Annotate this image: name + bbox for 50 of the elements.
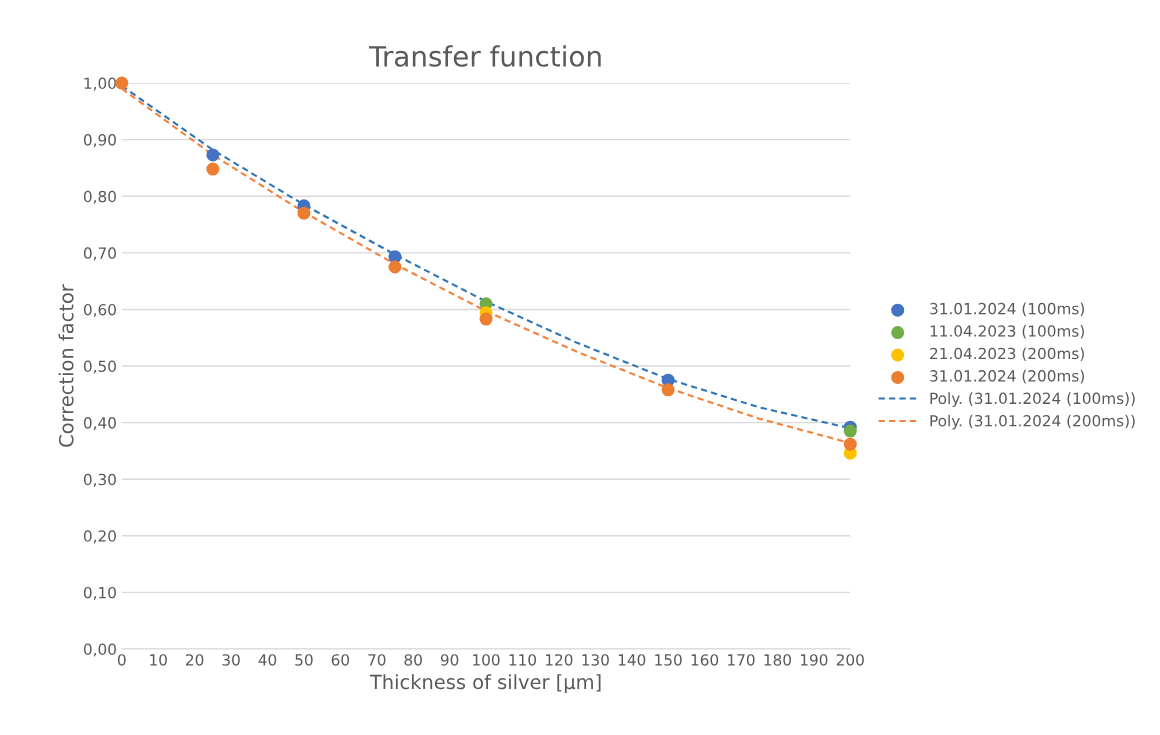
x-tick-label: 80 — [404, 654, 422, 666]
point — [115, 76, 129, 90]
legend-label: Poly. (31.01.2024 (100ms)) — [930, 392, 1135, 408]
point — [661, 383, 675, 397]
legend-label: 31.01.2024 (100ms) — [930, 302, 1084, 317]
x-tick-label: 190 — [800, 654, 828, 666]
point — [843, 437, 857, 451]
x-tick-label: 100 — [473, 654, 500, 666]
x-tick-label: 200 — [836, 654, 864, 666]
x-tick-label: 170 — [728, 654, 755, 666]
x-tick-label: 120 — [545, 654, 573, 666]
legend-label: 11.04.2023 (100ms) — [930, 325, 1084, 339]
point — [843, 424, 857, 438]
x-tick-label: 140 — [618, 654, 646, 666]
x-tick-label: 90 — [440, 654, 459, 666]
x-tick-label: 110 — [509, 654, 537, 666]
legend-label: Poly. (31.01.2024 (200ms)) — [930, 414, 1135, 430]
x-tick-label: 150 — [655, 654, 682, 666]
y-tick-label: 0,80 — [83, 190, 116, 204]
legend-label: 21.04.2023 (200ms) — [930, 347, 1084, 362]
y-tick-label: 0,30 — [83, 473, 116, 487]
x-tick-label: 0 — [117, 654, 126, 666]
y-tick-label: 0,70 — [83, 247, 116, 261]
x-tick-label: 70 — [368, 654, 386, 666]
x-tick-label: 10 — [150, 654, 167, 666]
x-tick-label: 20 — [186, 654, 204, 666]
y-tick-label: 0,60 — [83, 303, 116, 318]
legend-label: 31.01.2024 (200ms) — [930, 369, 1084, 384]
y-axis-title: Correction factor — [58, 284, 74, 447]
x-tick-label: 30 — [222, 654, 240, 666]
y-tick-label: 0,50 — [83, 360, 116, 374]
point — [388, 260, 402, 274]
point — [206, 148, 220, 162]
x-tick-label: 40 — [258, 654, 277, 666]
y-tick-label: 0,90 — [83, 134, 116, 148]
x-tick-label: 50 — [295, 654, 313, 666]
y-tick-label: 0,10 — [83, 586, 116, 600]
y-tick-label: 0,00 — [83, 643, 116, 657]
y-tick-label: 0,40 — [83, 417, 116, 431]
point — [206, 162, 220, 176]
y-tick-label: 1,00 — [84, 77, 116, 91]
x-tick-label: 130 — [582, 654, 609, 666]
x-tick-label: 160 — [691, 654, 719, 666]
x-axis-title: Thickness of silver [µm] — [369, 674, 601, 694]
point — [297, 206, 311, 220]
x-tick-label: 60 — [331, 654, 350, 666]
point — [479, 312, 493, 326]
chart-title: Transfer function — [368, 45, 601, 67]
x-tick-label: 180 — [764, 654, 791, 666]
y-tick-label: 0,20 — [83, 530, 116, 544]
